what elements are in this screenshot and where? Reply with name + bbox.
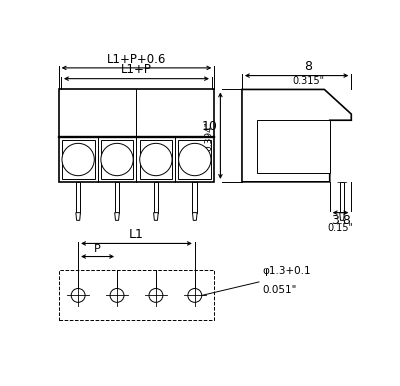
Polygon shape	[340, 213, 344, 220]
Circle shape	[101, 143, 133, 176]
Polygon shape	[76, 213, 80, 220]
Bar	[115, 182, 119, 213]
Text: 0.394": 0.394"	[204, 121, 213, 151]
Polygon shape	[192, 213, 197, 220]
Bar	[59, 270, 214, 320]
Text: L1+P+0.6: L1+P+0.6	[107, 52, 166, 66]
Bar	[192, 182, 197, 213]
Circle shape	[140, 143, 172, 176]
Bar	[76, 182, 80, 213]
Text: 0.051": 0.051"	[263, 285, 297, 295]
Circle shape	[179, 143, 211, 176]
Text: L1: L1	[129, 228, 144, 241]
Bar	[62, 140, 94, 179]
Text: 0.315": 0.315"	[292, 76, 324, 86]
Bar	[101, 140, 133, 179]
Bar	[340, 182, 344, 213]
Circle shape	[62, 143, 94, 176]
Bar	[154, 182, 158, 213]
Bar	[59, 90, 214, 137]
Text: 8: 8	[304, 60, 312, 73]
Polygon shape	[115, 213, 119, 220]
Polygon shape	[154, 213, 158, 220]
Bar	[140, 140, 172, 179]
Bar	[178, 140, 211, 179]
Text: 10: 10	[202, 120, 217, 133]
Bar	[59, 137, 214, 182]
Text: 0.15": 0.15"	[328, 223, 354, 234]
Text: L1+P: L1+P	[121, 63, 152, 76]
Bar	[257, 120, 330, 173]
Text: 3.8: 3.8	[330, 214, 350, 227]
Polygon shape	[242, 90, 351, 182]
Text: φ1.3+0.1: φ1.3+0.1	[263, 266, 311, 276]
Text: P: P	[94, 244, 101, 254]
